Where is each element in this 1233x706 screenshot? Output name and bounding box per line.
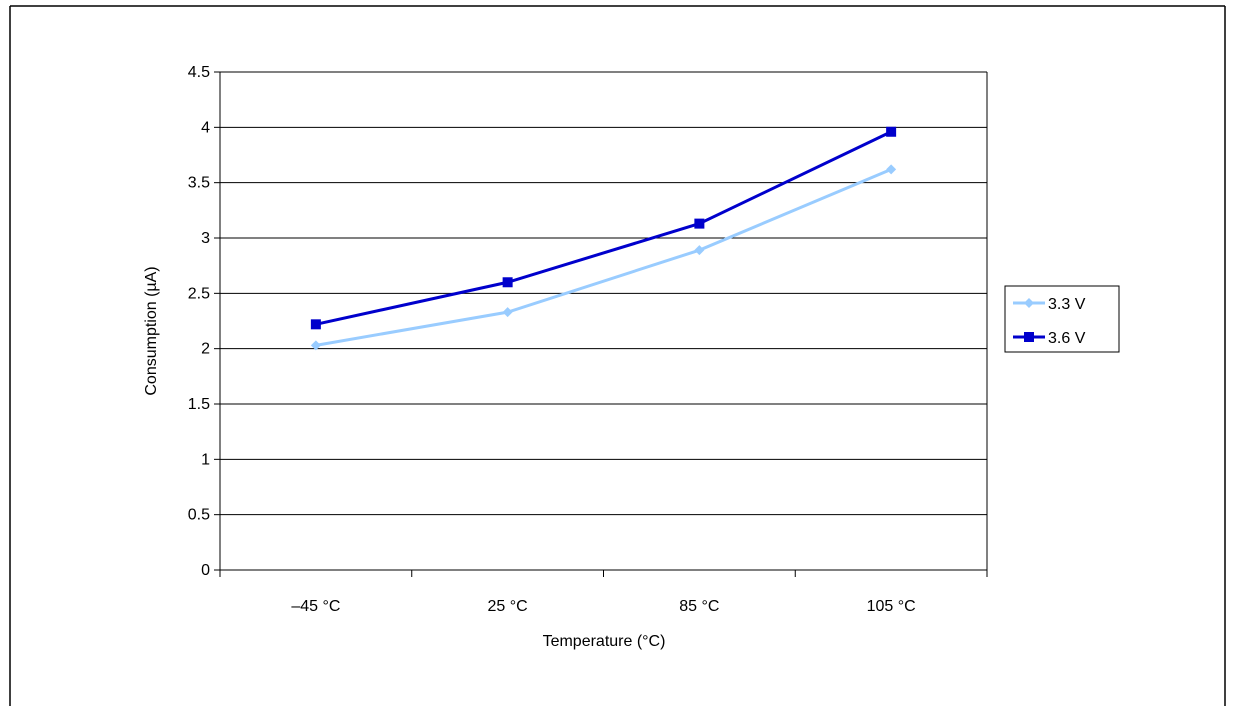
y-tick-label: 0.5 [188, 507, 210, 524]
data-point [694, 218, 705, 229]
figure-frame [9, 5, 1226, 706]
y-tick-label: 1 [201, 451, 210, 468]
y-tick-label: 3.5 [188, 175, 210, 192]
legend-entry: 3.3 V [1013, 296, 1086, 313]
data-point [310, 340, 321, 351]
data-point [502, 307, 513, 318]
data-point [886, 126, 897, 137]
y-axis-title: Consumption (µA) [143, 266, 160, 395]
y-tick-label: 0 [201, 562, 210, 579]
series-line [315, 130, 892, 326]
series-2 [310, 126, 897, 330]
y-tick-label: 3 [201, 230, 210, 247]
y-tick-label: 4 [201, 119, 210, 136]
legend-marker [1024, 298, 1034, 308]
data-point [310, 319, 321, 330]
axes [214, 71, 988, 577]
y-tick-label: 1.5 [188, 396, 210, 413]
data-point [502, 277, 513, 288]
y-tick-label: 4.5 [188, 64, 210, 81]
x-tick-label: 85 °C [679, 598, 719, 615]
series [310, 126, 897, 351]
legend-entry: 3.6 V [1013, 330, 1086, 347]
gridlines [220, 71, 987, 516]
legend-label: 3.6 V [1048, 330, 1086, 347]
y-tick-label: 2.5 [188, 285, 210, 302]
legend: 3.3 V 3.6 V [1004, 285, 1120, 353]
x-tick-labels: –45 °C 25 °C 85 °C 105 °C [291, 598, 915, 615]
y-tick-label: 2 [201, 341, 210, 358]
y-tick-labels: 0 0.5 1 1.5 2 2.5 3 3.5 4 4.5 [188, 64, 210, 579]
x-tick-label: –45 °C [291, 598, 340, 615]
x-tick-label: 25 °C [488, 598, 528, 615]
legend-items: 3.3 V 3.6 V [1013, 296, 1086, 347]
x-axis-title: Temperature (°C) [543, 633, 666, 650]
legend-label: 3.3 V [1048, 296, 1086, 313]
data-point [694, 245, 705, 256]
data-point [886, 164, 897, 175]
series-line [315, 168, 892, 347]
legend-marker [1024, 332, 1034, 342]
series-1 [310, 164, 897, 351]
x-tick-label: 105 °C [867, 598, 916, 615]
